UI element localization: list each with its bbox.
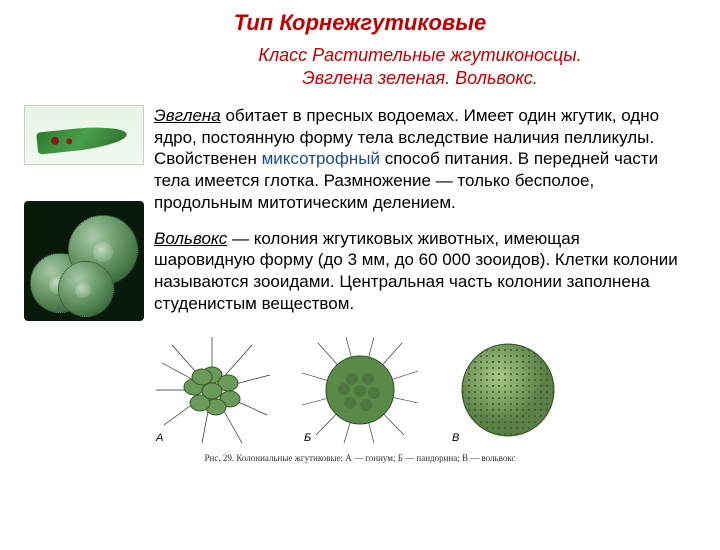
euglena-image [24, 105, 144, 165]
paragraph-euglena: Эвглена обитает в пресных водоемах. Имее… [154, 105, 680, 214]
p1-lead: Эвглена [154, 106, 221, 125]
bottom-figure: А Б [0, 335, 720, 463]
volvox-image [24, 201, 144, 321]
left-images [24, 105, 154, 329]
p1-a: обитает в пресных водоемах. Имеет один ж… [154, 106, 659, 147]
p1-b: Свойственен [154, 149, 262, 168]
subtitle-line1: Класс Растительные жгутиконосцы. [120, 44, 720, 67]
p1-mixo: миксотрофный [262, 149, 380, 168]
page-title: Тип Корнежгутиковые [0, 10, 720, 36]
colony-volvox: В [448, 335, 568, 445]
label-c: В [452, 432, 459, 444]
subtitle: Класс Растительные жгутиконосцы. Эвглена… [120, 44, 720, 91]
label-a: А [155, 432, 163, 444]
text-column: Эвглена обитает в пресных водоемах. Имее… [154, 105, 696, 329]
colony-gonium: А [152, 335, 272, 445]
p2-lead: Вольвокс [154, 229, 227, 248]
subtitle-line2: Эвглена зеленая. Вольвокс. [120, 67, 720, 90]
p2-text: — колония жгутиковых животных, имеющая ш… [154, 229, 678, 313]
paragraph-volvox: Вольвокс — колония жгутиковых животных, … [154, 228, 680, 315]
content: Эвглена обитает в пресных водоемах. Имее… [0, 105, 720, 329]
label-b: Б [304, 432, 311, 444]
colony-row: А Б [0, 335, 720, 445]
figure-caption: Рис. 29. Колониальные жгутиковые: А — го… [0, 453, 720, 463]
colony-pandorina: Б [300, 335, 420, 445]
